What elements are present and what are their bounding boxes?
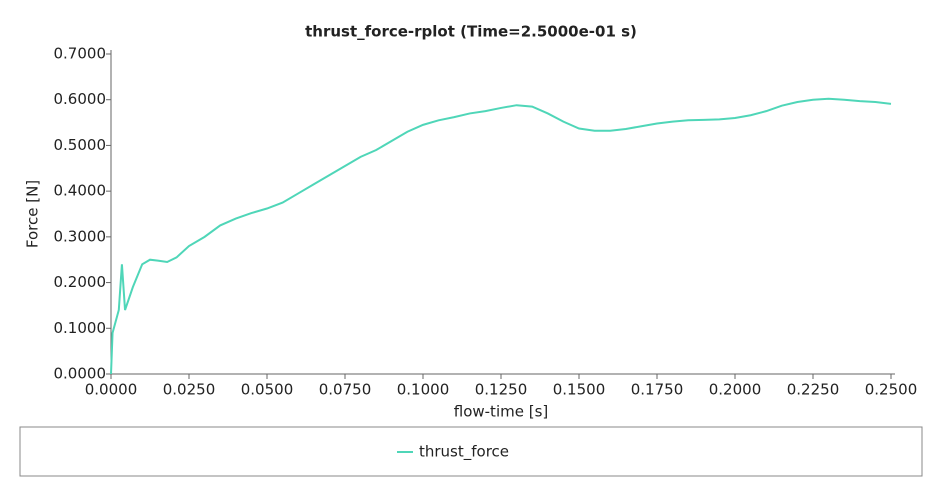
x-tick-label: 0.0250	[163, 381, 216, 399]
x-tick-label: 0.1500	[553, 381, 606, 399]
y-tick-label: 0.0000	[54, 365, 107, 383]
legend-label: thrust_force	[419, 443, 509, 462]
x-tick-label: 0.0500	[241, 381, 294, 399]
y-tick-label: 0.4000	[54, 182, 107, 200]
chart-title: thrust_force-rplot (Time=2.5000e-01 s)	[305, 23, 637, 41]
x-axis-label: flow-time [s]	[454, 403, 548, 421]
x-tick-label: 0.0000	[85, 381, 138, 399]
x-tick-label: 0.2250	[787, 381, 840, 399]
x-tick-label: 0.1250	[475, 381, 528, 399]
y-tick-label: 0.1000	[54, 319, 107, 337]
x-tick-label: 0.1000	[397, 381, 450, 399]
x-tick-label: 0.2000	[709, 381, 762, 399]
y-axis-label: Force [N]	[24, 180, 42, 248]
y-tick-label: 0.7000	[54, 45, 107, 63]
y-tick-label: 0.3000	[54, 227, 107, 245]
y-tick-label: 0.2000	[54, 273, 107, 291]
legend-box	[19, 426, 923, 477]
data-line	[110, 97, 892, 375]
y-tick-label: 0.6000	[54, 90, 107, 108]
y-tick-label: 0.5000	[54, 136, 107, 154]
x-tick-label: 0.2500	[865, 381, 918, 399]
x-tick-label: 0.0750	[319, 381, 372, 399]
x-tick-label: 0.1750	[631, 381, 684, 399]
